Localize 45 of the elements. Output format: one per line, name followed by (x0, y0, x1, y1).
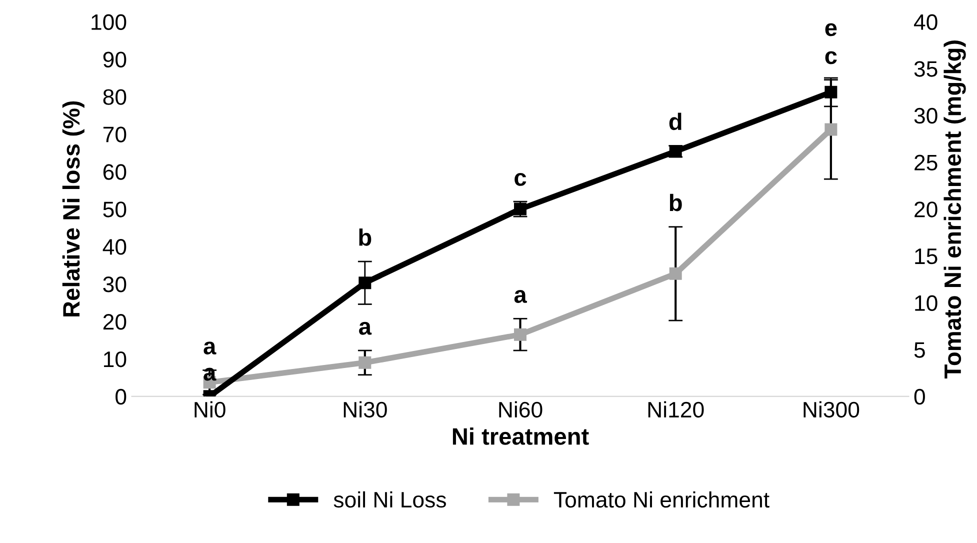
x-axis-title: Ni treatment (452, 428, 589, 445)
annotation: a (514, 290, 527, 303)
x-tick-label: Ni60 (499, 401, 542, 418)
y2-tick-label: 0 (914, 388, 925, 405)
y-tick-label: 10 (104, 351, 126, 368)
y-tick-label: 60 (103, 164, 126, 180)
annotation: e (825, 23, 837, 36)
y-tick-label: 50 (103, 202, 126, 218)
annotation: a (204, 342, 216, 354)
x-tick-label: Ni30 (344, 401, 387, 418)
y2-tick-label: 35 (914, 61, 938, 77)
y-tick-label: 80 (103, 89, 126, 105)
y-tick-label: 0 (116, 388, 126, 405)
x-tick-label: Ni0 (194, 401, 226, 418)
y2-tick-label: 5 (914, 342, 925, 358)
y-tick-label: 100 (92, 14, 126, 30)
legend-label: Tomato Ni enrichment (554, 491, 770, 508)
y2-tick-label: 30 (914, 108, 938, 124)
annotation: a (359, 322, 372, 335)
legend-label: soil Ni Loss (334, 491, 446, 508)
point (358, 356, 372, 369)
y-tick-label: 90 (103, 52, 126, 68)
y2-tick-label: 10 (915, 295, 938, 311)
point (824, 123, 838, 136)
annotation: b (670, 194, 682, 212)
annotation: b (359, 228, 372, 246)
point (358, 276, 372, 290)
y2-axis-title: Tomato Ni enrichment (mg/kg) (944, 40, 966, 378)
y2-tick-label: 25 (914, 154, 938, 170)
y-tick-label: 30 (103, 276, 126, 292)
point (824, 86, 838, 98)
annotation: c (514, 172, 526, 186)
y-tick-label: 40 (102, 239, 126, 255)
annotation: c (825, 51, 837, 64)
annotation: d (669, 112, 682, 130)
point (669, 267, 682, 280)
point (514, 328, 527, 341)
y2-tick-label: 40 (914, 14, 938, 30)
x-tick-label: Ni120 (648, 401, 704, 418)
y-axis-title: Relative Ni loss (%) (62, 101, 84, 316)
y2-tick-label: 15 (915, 248, 938, 264)
y-tick-label: 20 (103, 314, 126, 330)
y2-tick-label: 20 (914, 202, 938, 218)
x-tick-label: Ni300 (804, 401, 860, 418)
y-tick-label: 70 (103, 126, 126, 142)
